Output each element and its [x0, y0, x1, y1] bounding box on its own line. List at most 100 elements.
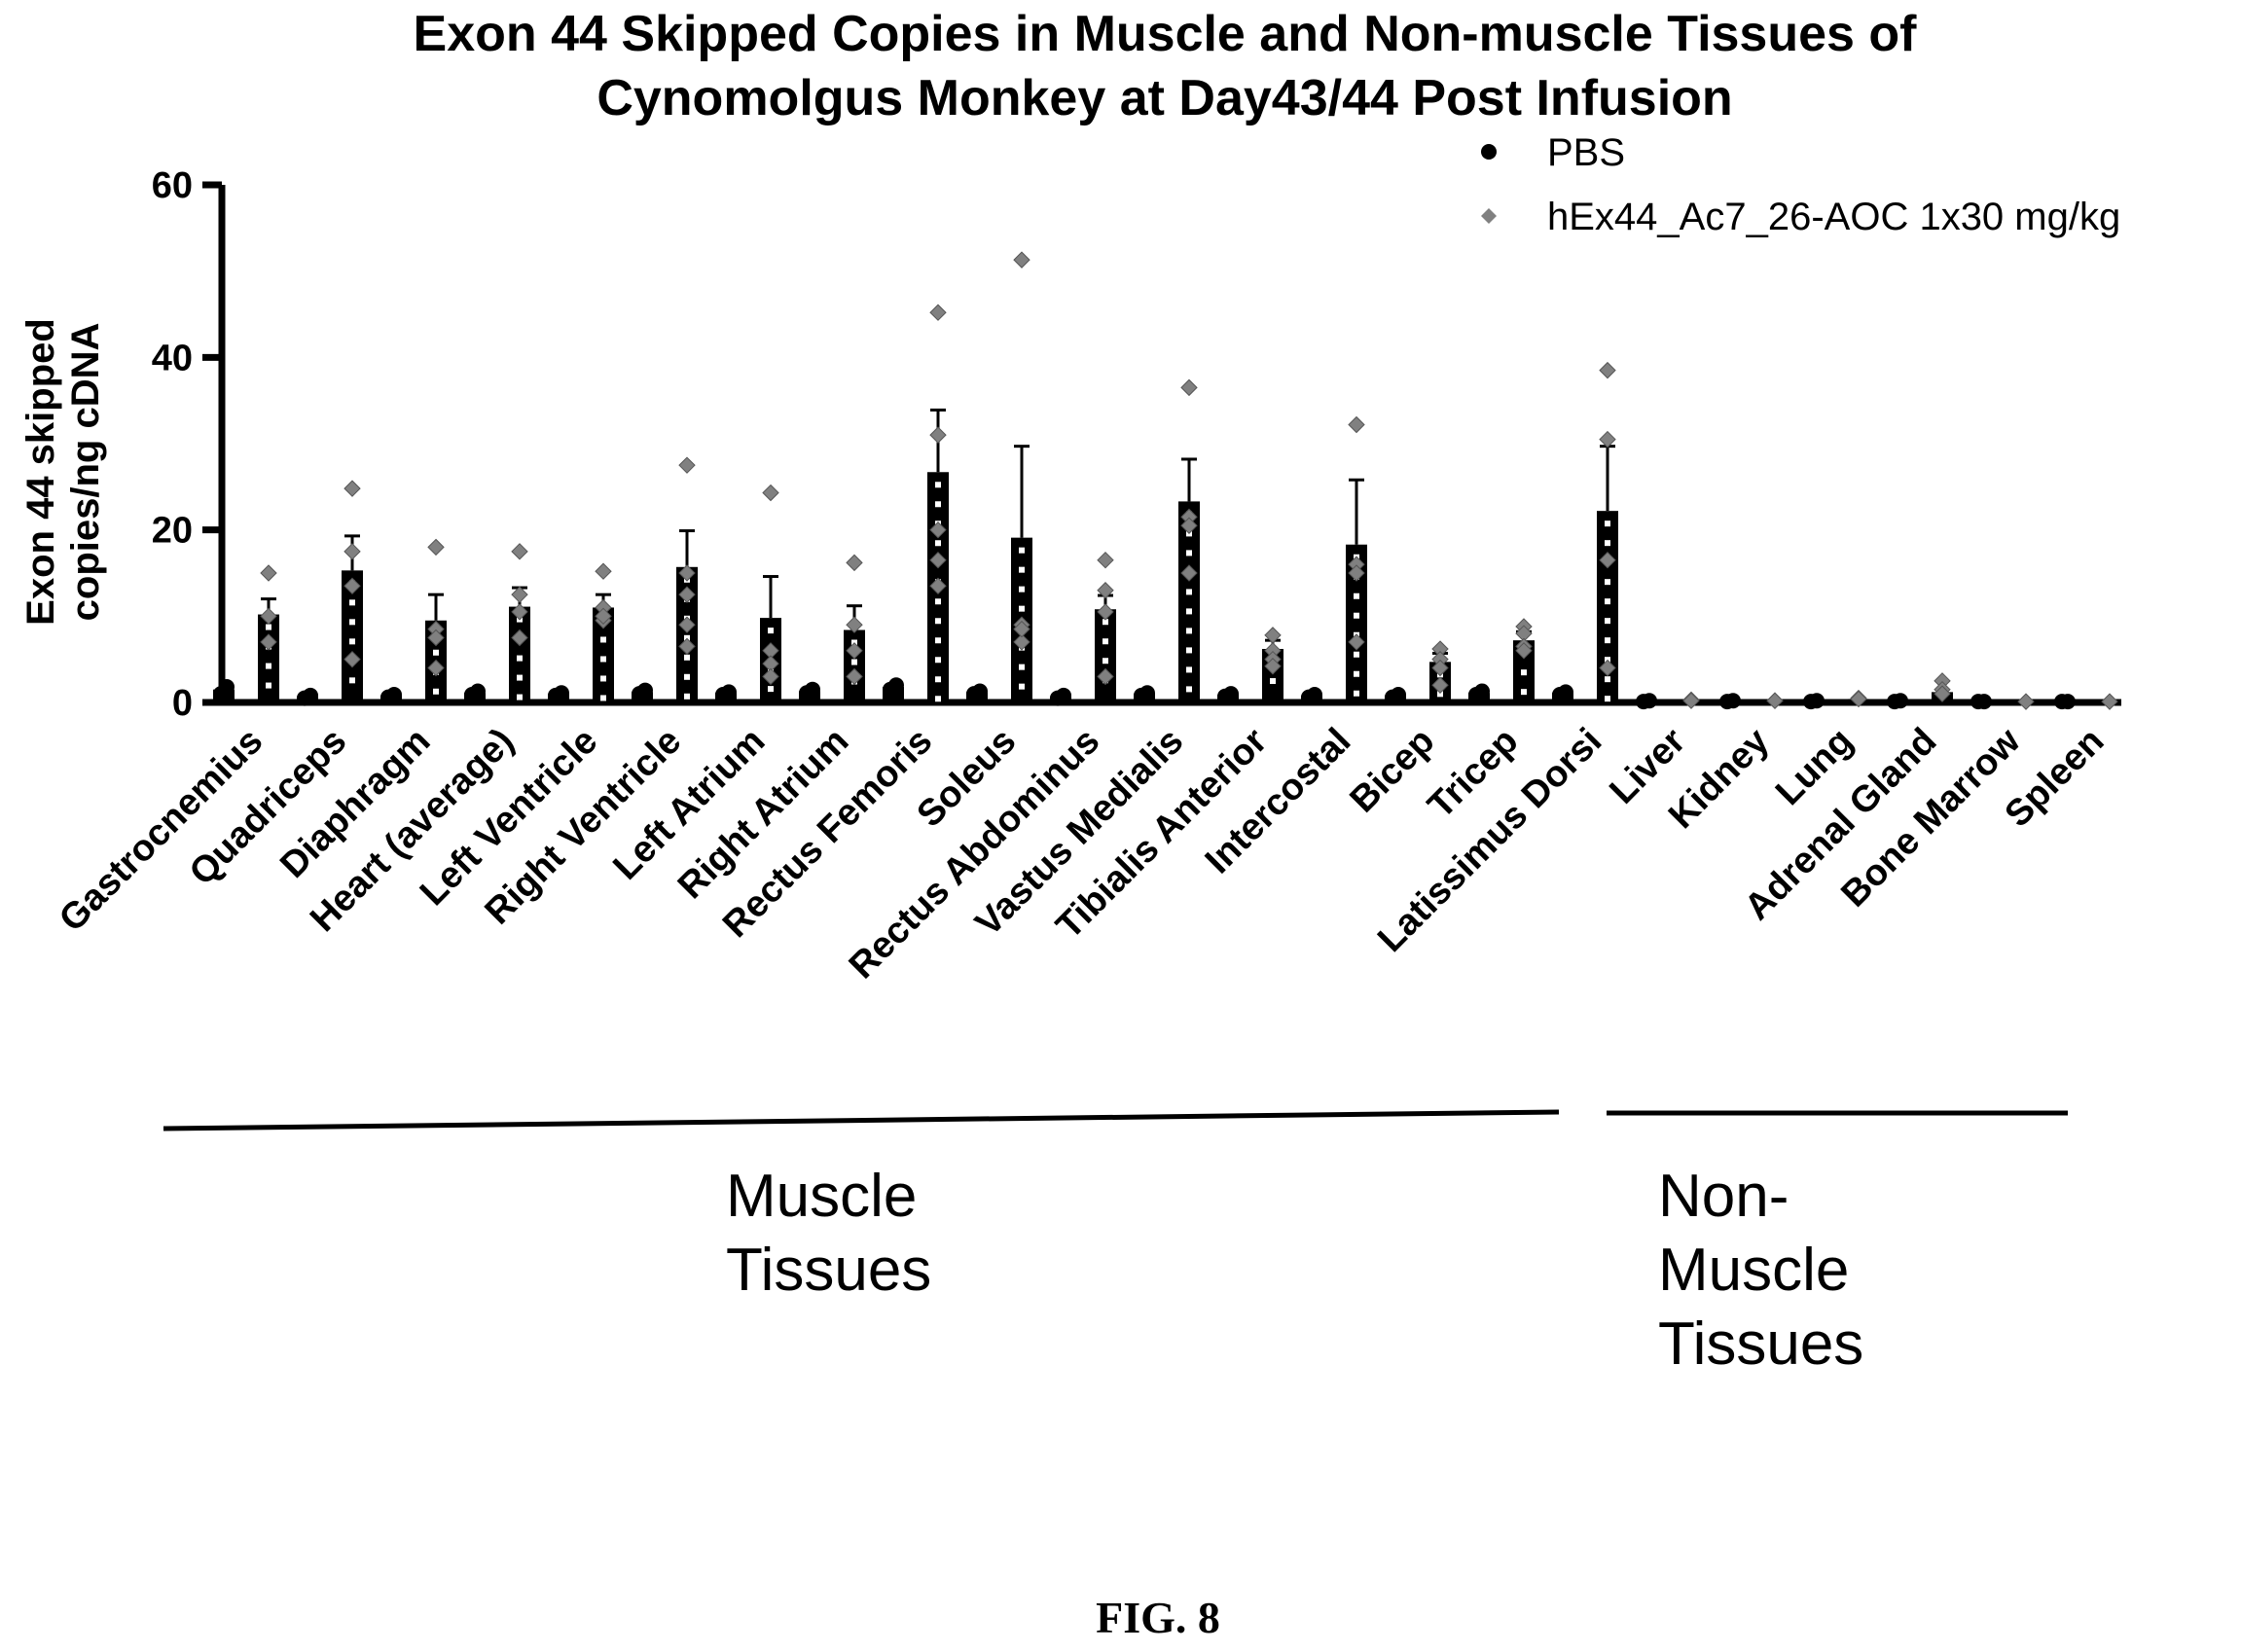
- bar-pattern-dot: [1186, 686, 1192, 693]
- point-treatment: [1180, 378, 1198, 397]
- bar-pattern-dot: [768, 686, 774, 693]
- point-treatment: [1348, 415, 1365, 434]
- bar-pattern-dot: [935, 482, 941, 488]
- legend-marker-treatment: [1481, 208, 1497, 224]
- point-treatment: [1599, 430, 1616, 449]
- bar-pattern-dot: [1186, 647, 1192, 654]
- bar-treatment: [509, 606, 530, 702]
- point-treatment: [1934, 685, 1951, 702]
- point-treatment: [1180, 564, 1198, 582]
- bar-pattern-dot: [935, 598, 941, 605]
- point-treatment: [1013, 633, 1030, 651]
- bar-pattern-dot: [851, 659, 857, 665]
- point-pbs: [1893, 693, 1908, 709]
- bar-pattern-dot: [600, 636, 606, 643]
- point-treatment: [1348, 633, 1365, 651]
- bar-pattern-dot: [1437, 691, 1443, 698]
- point-pbs: [721, 684, 737, 700]
- bar-pattern-dot: [1186, 550, 1192, 557]
- bar-pattern-dot: [600, 695, 606, 701]
- point-treatment: [511, 586, 528, 603]
- non-muscle-tissues-label: Muscle: [1658, 1237, 1849, 1304]
- legend: PBS hEx44_Ac7_26-AOC 1x30 mg/kg: [1481, 131, 2120, 238]
- bar-pattern-dot: [1019, 683, 1025, 690]
- point-pbs: [219, 679, 235, 696]
- bar-treatment: [342, 570, 363, 702]
- point-treatment: [1766, 692, 1784, 709]
- point-treatment: [260, 607, 277, 626]
- point-pbs: [637, 682, 653, 699]
- bar-pattern-dot: [1605, 696, 1610, 702]
- point-pbs: [1725, 693, 1741, 709]
- point-treatment: [929, 304, 947, 321]
- point-treatment: [1431, 676, 1449, 694]
- point-treatment: [1850, 690, 1867, 708]
- chart-title-line-2: Cynomolgus Monkey at Day43/44 Post Infus…: [596, 70, 1732, 126]
- point-treatment: [929, 521, 947, 539]
- point-pbs: [2060, 694, 2076, 710]
- bar-pattern-dot: [1270, 678, 1276, 685]
- bar-pattern-dot: [1102, 658, 1108, 664]
- point-pbs: [1391, 687, 1406, 703]
- point-treatment: [2101, 693, 2118, 710]
- bar-treatment: [258, 614, 279, 702]
- bar-pattern-dot: [935, 540, 941, 547]
- bar-pattern-dot: [517, 694, 523, 700]
- point-treatment: [762, 667, 779, 686]
- bar-pattern-dot: [935, 637, 941, 644]
- point-treatment: [678, 586, 696, 603]
- bar-pattern-dot: [935, 657, 941, 664]
- point-treatment: [2017, 693, 2035, 710]
- bar-pattern-dot: [935, 676, 941, 683]
- muscle-tissues-label: Tissues: [726, 1237, 931, 1304]
- bar-pattern-dot: [266, 682, 271, 689]
- bar-pattern-dot: [1354, 670, 1359, 677]
- bar-pattern-dot: [1605, 579, 1610, 586]
- point-treatment: [678, 616, 696, 633]
- point-treatment: [846, 616, 863, 633]
- bar-pattern-dot: [1605, 676, 1610, 683]
- bar-pattern-dot: [1605, 598, 1610, 605]
- legend-label-pbs: PBS: [1547, 131, 1625, 174]
- y-tick-label: 20: [152, 511, 193, 552]
- non-muscle-tissues-label: Non-: [1658, 1163, 1789, 1230]
- point-treatment: [595, 562, 612, 580]
- point-pbs: [1976, 694, 1992, 710]
- point-treatment: [1599, 361, 1616, 379]
- bar-pattern-dot: [684, 654, 690, 661]
- bar-pattern-dot: [433, 688, 439, 695]
- point-treatment: [260, 633, 277, 651]
- bar-treatment: [593, 607, 614, 702]
- point-treatment: [1180, 517, 1198, 534]
- point-treatment: [1097, 667, 1114, 686]
- point-treatment: [846, 554, 863, 572]
- data-points: [213, 251, 2118, 710]
- point-treatment: [929, 426, 947, 444]
- point-treatment: [1431, 659, 1449, 677]
- bar-pattern-dot: [935, 501, 941, 508]
- point-treatment: [1013, 620, 1030, 638]
- point-treatment: [511, 543, 528, 560]
- point-pbs: [1056, 687, 1071, 703]
- bar-pattern-dot: [684, 673, 690, 680]
- point-treatment: [678, 456, 696, 474]
- chart-title: Exon 44 Skipped Copies in Muscle and Non…: [414, 6, 1918, 126]
- bar-pattern-dot: [1186, 608, 1192, 615]
- bar-pattern-dot: [935, 696, 941, 702]
- bar-pattern-dot: [1019, 566, 1025, 573]
- bar-pattern-dot: [935, 618, 941, 625]
- figure-label: FIG. 8: [1096, 1593, 1220, 1642]
- bar-pattern-dot: [266, 663, 271, 669]
- bar-pattern-dot: [1019, 605, 1025, 612]
- point-treatment: [343, 650, 361, 668]
- bar-pattern-dot: [517, 655, 523, 662]
- error-bars: [261, 408, 1615, 663]
- bar-treatment: [1178, 501, 1200, 702]
- point-treatment: [762, 484, 779, 502]
- point-treatment: [427, 628, 445, 647]
- bar-treatment: [1346, 544, 1367, 702]
- bar-pattern-dot: [1019, 586, 1025, 593]
- bar-pattern-dot: [1605, 540, 1610, 547]
